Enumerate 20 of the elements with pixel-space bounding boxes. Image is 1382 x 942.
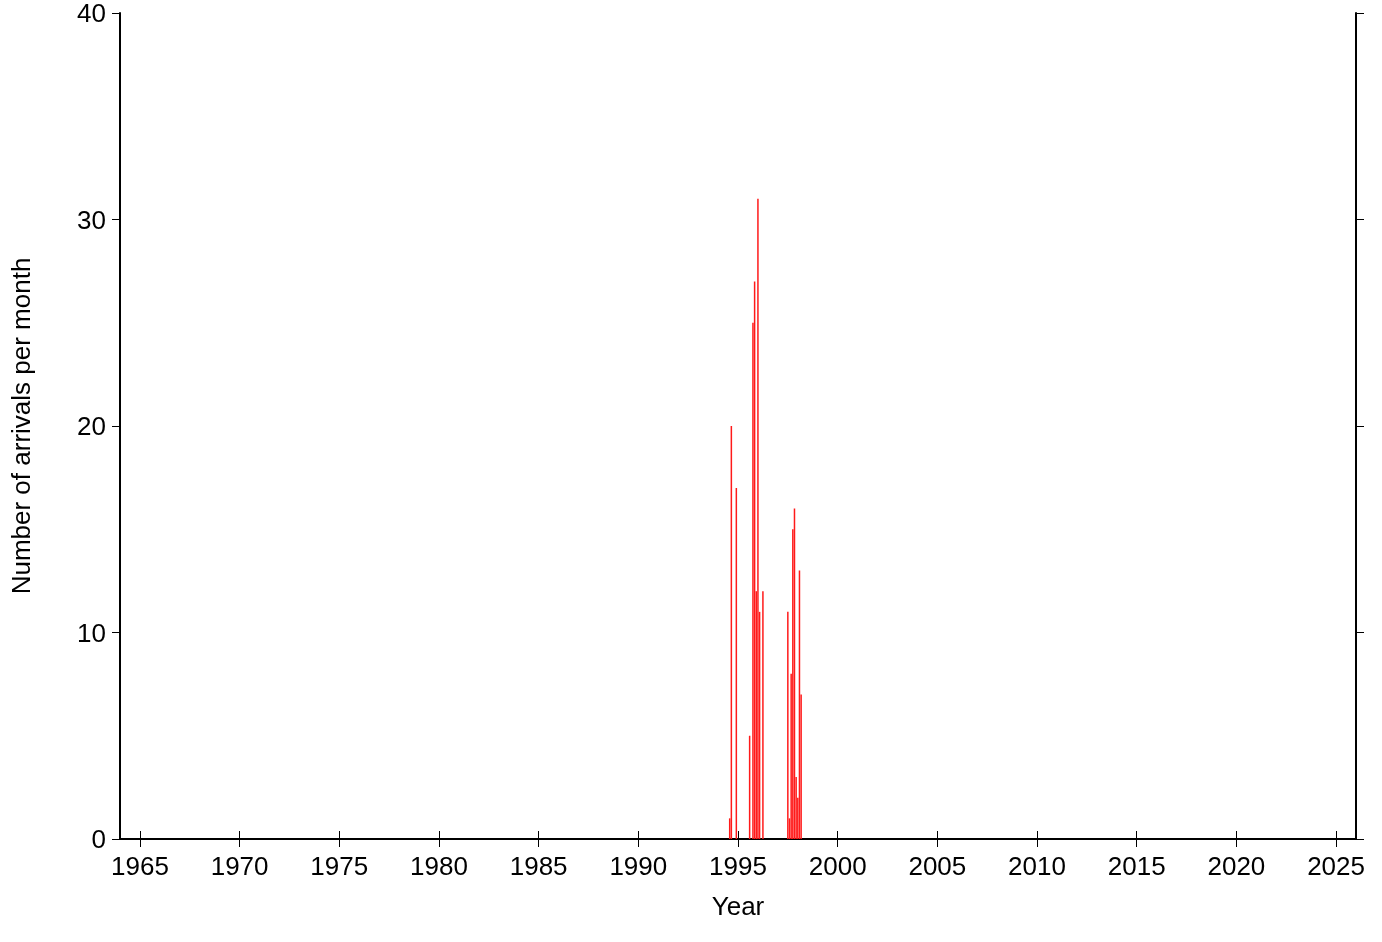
- x-tick-label: 1970: [210, 851, 269, 881]
- x-axis-title: Year: [711, 891, 765, 921]
- y-tick-label: 20: [77, 411, 106, 441]
- x-tick-label: 2025: [1307, 851, 1365, 881]
- x-tick-label: 2000: [808, 851, 867, 881]
- x-tick-label: 1975: [310, 851, 369, 881]
- x-tick-label: 2005: [908, 851, 967, 881]
- x-tick-label: 2020: [1207, 851, 1266, 881]
- y-tick-label: 10: [77, 617, 106, 648]
- y-tick-label: 40: [77, 0, 106, 28]
- x-tick-label: 1995: [709, 851, 767, 881]
- x-tick-label: 2010: [1008, 851, 1066, 881]
- x-tick-label: 1985: [509, 851, 568, 881]
- y-tick-label: 30: [77, 204, 106, 235]
- y-tick-label: 0: [91, 824, 106, 854]
- x-tick-label: 2015: [1107, 851, 1166, 881]
- y-axis-title: Number of arrivals per month: [6, 257, 36, 595]
- x-tick-label: 1980: [410, 851, 468, 881]
- x-tick-label: 1965: [111, 851, 169, 881]
- x-tick-label: 1990: [609, 851, 668, 881]
